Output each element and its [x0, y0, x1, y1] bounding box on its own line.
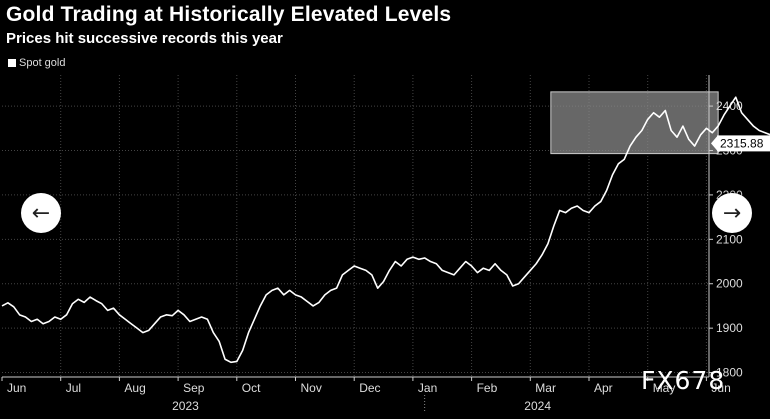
- x-tick-label: Feb: [477, 381, 498, 395]
- x-tick-label: Jun: [7, 381, 26, 395]
- x-tick-label: Aug: [124, 381, 145, 395]
- highlight-box: [550, 91, 719, 155]
- x-tick-label: Oct: [242, 381, 261, 395]
- legend-label: Spot gold: [19, 57, 66, 69]
- x-tick-label: Jan: [418, 381, 437, 395]
- last-value-pointer: [711, 136, 717, 151]
- y-tick-label: 1900: [716, 321, 743, 335]
- x-tick-label: May: [653, 381, 676, 395]
- last-value-box: [717, 135, 770, 152]
- x-tick-label: Sep: [183, 381, 205, 395]
- year-label: 2024: [524, 399, 551, 413]
- chart-subtitle: Prices hit successive records this year: [6, 30, 283, 47]
- prev-arrow-button[interactable]: ←: [21, 193, 61, 233]
- y-tick-label: 2000: [716, 277, 743, 291]
- watermark: FX678: [641, 366, 726, 395]
- chart-title: Gold Trading at Historically Elevated Le…: [6, 3, 452, 26]
- series-line-spot-gold: [1, 96, 770, 364]
- y-tick-label: 2100: [716, 232, 743, 246]
- x-tick-label: Dec: [359, 381, 380, 395]
- x-tick-label: Mar: [535, 381, 556, 395]
- x-tick-label: Apr: [594, 381, 613, 395]
- next-arrow-button[interactable]: →: [712, 193, 752, 233]
- arrow-left-icon: ←: [31, 200, 51, 226]
- x-tick-label: Nov: [301, 381, 322, 395]
- legend-swatch: [8, 59, 16, 67]
- y-tick-label: 1800: [716, 366, 743, 380]
- last-value-label: 2315.88: [720, 136, 764, 150]
- year-label: 2023: [172, 399, 199, 413]
- chart-legend: Spot gold: [8, 57, 65, 69]
- x-tick-label: Jun: [711, 381, 730, 395]
- arrow-right-icon: →: [722, 200, 742, 226]
- x-tick-label: Jul: [66, 381, 81, 395]
